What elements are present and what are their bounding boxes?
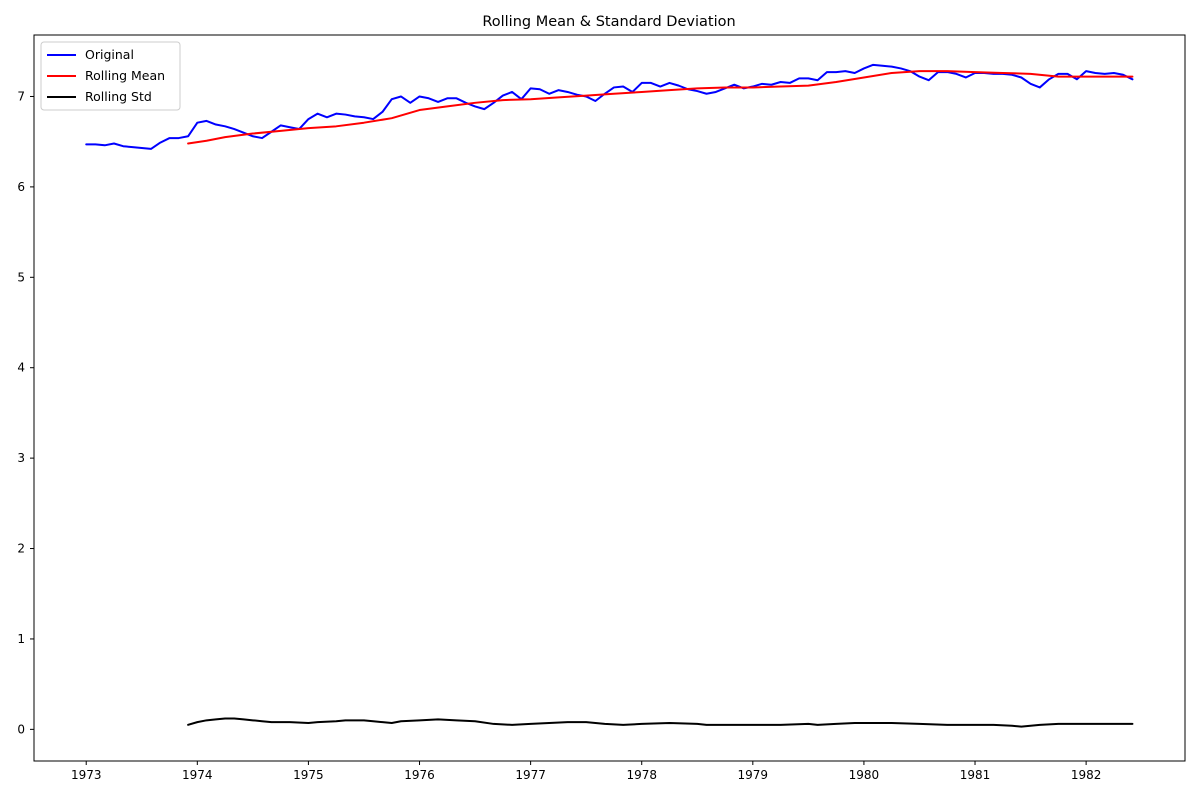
y-tick-label: 3 bbox=[17, 451, 25, 465]
legend-label-rolling-std: Rolling Std bbox=[85, 89, 152, 104]
x-tick-label: 1975 bbox=[293, 768, 324, 782]
x-tick-label: 1982 bbox=[1071, 768, 1102, 782]
x-tick-label: 1974 bbox=[182, 768, 213, 782]
y-tick-label: 2 bbox=[17, 542, 25, 556]
x-tick-label: 1976 bbox=[404, 768, 435, 782]
y-tick-label: 7 bbox=[17, 89, 25, 103]
x-tick-label: 1979 bbox=[738, 768, 769, 782]
legend-label-original: Original bbox=[85, 47, 134, 62]
y-tick-label: 5 bbox=[17, 270, 25, 284]
y-tick-label: 1 bbox=[17, 632, 25, 646]
plot-area: 1973 1974 1975 1976 1977 1978 1979 1980 1981 1982… bbox=[17, 34, 1186, 782]
legend: Original Rolling Mean Rolling Std bbox=[40, 41, 181, 111]
axes-frame bbox=[33, 34, 1186, 762]
series-line-original bbox=[85, 63, 1134, 150]
chart-title: Rolling Mean & Standard Deviation bbox=[482, 14, 735, 30]
series-line-rolling-mean bbox=[187, 70, 1134, 145]
legend-label-rolling-mean: Rolling Mean bbox=[85, 68, 165, 83]
series-line-rolling-std bbox=[187, 717, 1134, 728]
x-tick-label: 1980 bbox=[849, 768, 880, 782]
legend-box bbox=[40, 41, 181, 111]
x-tick-label: 1973 bbox=[71, 768, 102, 782]
y-tick-label: 4 bbox=[17, 361, 25, 375]
x-tick-label: 1981 bbox=[960, 768, 991, 782]
x-tick-label: 1977 bbox=[515, 768, 546, 782]
y-tick-label: 6 bbox=[17, 180, 25, 194]
x-tick-label: 1978 bbox=[626, 768, 657, 782]
y-tick-label: 0 bbox=[17, 722, 25, 736]
